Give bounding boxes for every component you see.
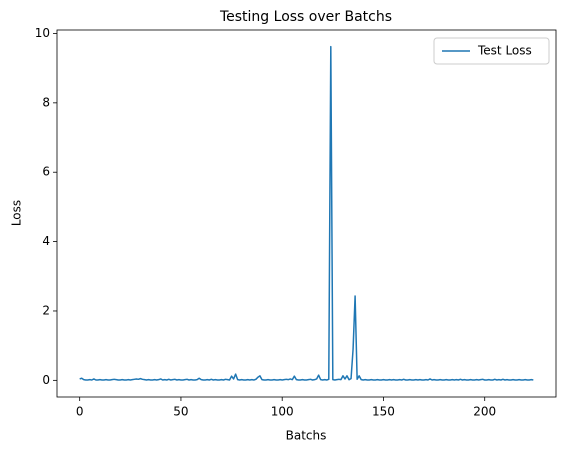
- x-tick-label: 200: [473, 405, 496, 419]
- y-tick-label: 6: [42, 165, 50, 179]
- y-tick-label: 4: [42, 234, 50, 248]
- legend-label: Test Loss: [477, 44, 532, 58]
- y-axis-label: Loss: [10, 200, 24, 226]
- chart-title: Testing Loss over Batchs: [219, 9, 392, 25]
- x-tick-label: 0: [76, 405, 84, 419]
- y-tick-label: 2: [42, 303, 50, 317]
- y-tick-label: 10: [35, 26, 50, 40]
- axes-frame: [56, 29, 557, 398]
- x-tick-label: 150: [372, 405, 395, 419]
- legend-box: [433, 37, 550, 65]
- x-tick-label: 100: [271, 405, 294, 419]
- x-tick-label: 50: [173, 405, 188, 419]
- line-series: [79, 45, 534, 381]
- x-axis-label: Batchs: [286, 429, 327, 443]
- y-tick-label: 8: [42, 95, 50, 109]
- y-tick-label: 0: [42, 373, 50, 387]
